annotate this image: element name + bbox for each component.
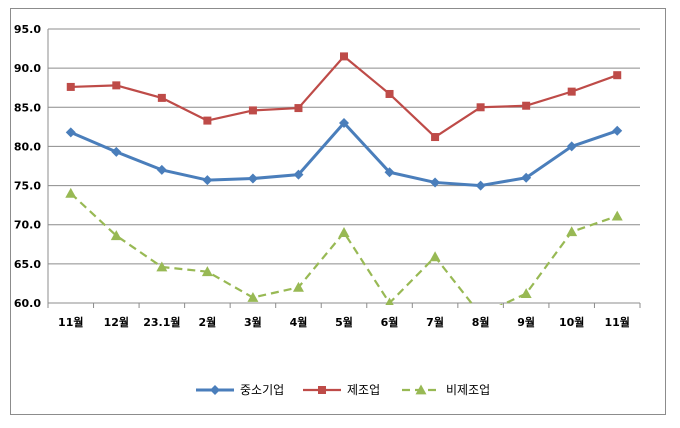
data-point-1	[202, 175, 213, 186]
x-tick-label: 23.1월	[143, 315, 180, 329]
data-point-1	[566, 141, 577, 152]
data-point-3	[292, 281, 304, 292]
data-point-1	[247, 173, 258, 184]
data-point-3	[520, 288, 532, 299]
data-point-2	[203, 116, 212, 125]
x-tick-label: 9월	[517, 315, 535, 329]
x-tick-label: 6월	[381, 315, 399, 329]
data-point-2	[294, 104, 303, 113]
data-point-2	[385, 89, 394, 98]
axes: 95.0 90.0 85.0 80.0 75.0 70.0 65.0 60.0 11월 12월 23…	[14, 23, 641, 329]
data-point-3	[429, 251, 441, 262]
data-point-2	[157, 93, 166, 102]
data-point-1	[384, 167, 395, 178]
data-point-1	[293, 169, 304, 180]
y-tick-label: 95.0	[14, 23, 41, 36]
series-line-3	[70, 192, 618, 305]
x-tick-label: 11월	[605, 315, 630, 329]
x-tick-label: 11월	[58, 315, 83, 329]
data-point-1	[156, 164, 167, 175]
data-point-2	[431, 133, 440, 142]
data-point-3	[201, 266, 213, 277]
data-point-1	[430, 177, 441, 188]
legend-label: 제조업	[347, 383, 380, 397]
x-tick-label: 10월	[559, 315, 584, 329]
data-point-3	[611, 210, 623, 221]
y-tick-label: 80.0	[14, 140, 41, 153]
data-point-2	[567, 87, 576, 96]
legend: 중소기업 제조업 비제조업	[196, 383, 490, 397]
x-tick-label: 12월	[104, 315, 129, 329]
gridlines	[48, 28, 640, 265]
data-point-2	[66, 82, 75, 91]
x-tick-label: 8월	[472, 315, 490, 329]
data-point-1	[111, 146, 122, 157]
x-tick-label: 2월	[198, 315, 216, 329]
legend-label: 중소기업	[240, 383, 284, 397]
data-point-3	[110, 230, 122, 241]
data-point-3	[338, 227, 350, 237]
y-tick-label: 70.0	[14, 219, 41, 232]
data-point-3	[65, 187, 77, 198]
x-tick-label: 3월	[244, 315, 262, 329]
data-point-3	[156, 261, 168, 272]
data-point-2	[476, 103, 485, 112]
data-point-1	[521, 172, 532, 183]
data-point-2	[340, 52, 348, 61]
x-tick-label: 5월	[335, 315, 353, 329]
data-point-2	[112, 81, 121, 90]
data-point-2	[248, 106, 257, 115]
legend-label: 비제조업	[446, 383, 490, 397]
y-tick-label: 75.0	[14, 180, 41, 193]
data-point-3	[247, 292, 259, 302]
y-tick-label: 60.0	[14, 297, 41, 310]
x-tick-label: 4월	[290, 315, 308, 329]
y-tick-label: 65.0	[14, 258, 41, 271]
y-tick-label: 85.0	[14, 101, 41, 114]
data-point-1	[65, 127, 76, 138]
data-point-1	[475, 180, 486, 191]
y-tick-label: 90.0	[14, 62, 41, 75]
legend-swatch-marker	[318, 386, 326, 394]
chart-frame	[10, 8, 666, 415]
data-point-1	[612, 125, 623, 136]
legend-swatch-marker	[210, 385, 220, 395]
data-point-2	[522, 101, 531, 110]
series-group	[65, 52, 623, 305]
data-point-1	[339, 117, 349, 128]
data-point-3	[566, 226, 578, 237]
x-tick-label: 7월	[426, 315, 444, 329]
data-point-3	[385, 297, 394, 305]
series-line-1	[70, 121, 618, 188]
legend-swatch-marker	[415, 384, 427, 395]
data-point-2	[613, 71, 622, 80]
